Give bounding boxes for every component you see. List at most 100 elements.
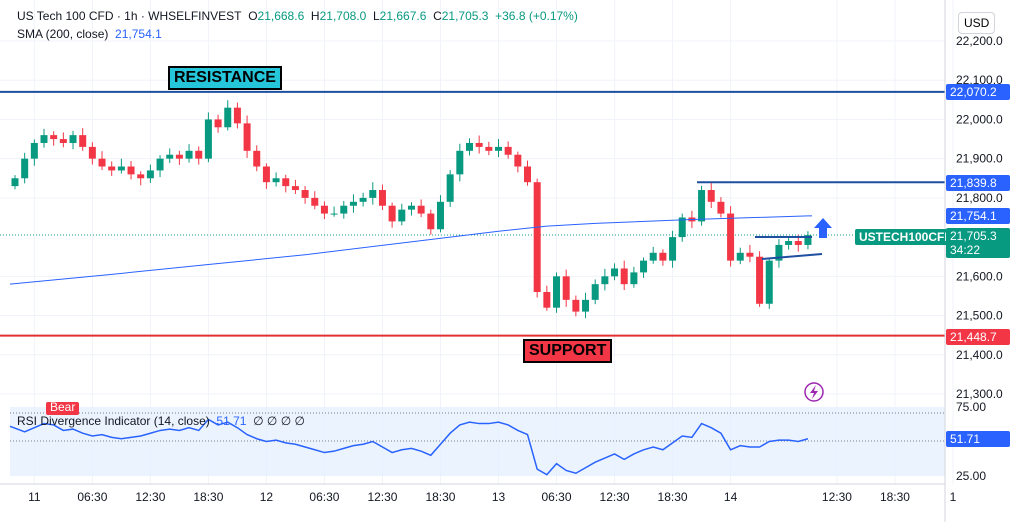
candles: [11, 100, 812, 319]
candle: [436, 201, 444, 230]
candle: [214, 119, 222, 128]
sma-label: SMA (200, close): [17, 27, 109, 41]
candle: [40, 135, 48, 143]
rsi-label: RSI Divergence Indicator (14, close): [17, 414, 210, 428]
candle: [736, 252, 744, 261]
lightning-icon[interactable]: [804, 382, 824, 402]
last-price: 21,705.3: [950, 229, 997, 243]
candle: [50, 135, 58, 140]
candle: [794, 241, 802, 245]
high-label: H: [310, 9, 320, 23]
resistance-label: RESISTANCE: [168, 66, 282, 90]
price-tick: 21,600.0: [956, 269, 1003, 283]
time-tick: 13: [492, 490, 506, 504]
candle: [572, 299, 580, 312]
close-label: C: [433, 9, 442, 23]
time-tick: 06:30: [542, 490, 572, 504]
candle: [98, 158, 106, 167]
symbol-tag: USTECH100CFD: [855, 229, 958, 245]
candle: [175, 154, 183, 159]
close-value: 21,705.3: [441, 9, 489, 23]
candle: [253, 150, 261, 167]
candle: [495, 146, 502, 151]
candle: [698, 190, 706, 222]
candle: [204, 119, 212, 159]
time-tick: 18:30: [425, 490, 455, 504]
candle: [630, 272, 638, 285]
sma-legend[interactable]: SMA (200, close) 21,754.1: [17, 27, 162, 41]
time-tick: 06:30: [77, 490, 107, 504]
rsi-line: [9, 418, 809, 476]
time-tick: 18:30: [880, 490, 910, 504]
time-tick: 12:30: [135, 490, 165, 504]
candle: [659, 252, 667, 261]
candle: [243, 123, 251, 151]
candle: [717, 201, 725, 214]
price-tick: 22,200.0: [956, 34, 1003, 48]
candle: [533, 182, 541, 293]
candle: [562, 276, 570, 300]
candle: [117, 166, 125, 171]
candle: [69, 135, 77, 143]
rsi-price-tag: 51.71: [946, 431, 1010, 447]
candle: [804, 235, 812, 245]
candle: [185, 150, 193, 159]
candle: [195, 150, 203, 159]
candle: [475, 142, 483, 147]
levels: [0, 90, 945, 337]
last-price-tag: 21,705.3 34:22: [946, 228, 1010, 258]
symbol-title: US Tech 100 CFD · 1h · WHSELFINVEST: [17, 9, 242, 23]
candle: [320, 205, 328, 214]
candle: [756, 256, 764, 304]
candle: [582, 299, 590, 312]
candle: [640, 260, 648, 273]
rsi-band: [10, 407, 945, 476]
candle: [591, 284, 599, 300]
candle: [765, 260, 773, 304]
candle: [311, 197, 319, 206]
currency-button[interactable]: USD: [958, 12, 996, 34]
candle: [359, 197, 367, 202]
change-value: +36.8 (+0.17%): [495, 9, 578, 23]
candle: [543, 292, 551, 308]
time-axis[interactable]: 11 06:30 12:30 18:30 12 06:30 12:30 18:30 13 06:3…: [28, 490, 957, 504]
price-tick: 21,500.0: [956, 309, 1003, 323]
time-tick: 11: [28, 490, 41, 504]
price-tick: 21,300.0: [956, 387, 1003, 401]
rsi-legend[interactable]: RSI Divergence Indicator (14, close) 51.…: [17, 414, 305, 428]
rsi-tick-25: 25.00: [956, 469, 986, 483]
candle: [291, 186, 299, 191]
countdown: 34:22: [950, 243, 981, 257]
resistance-price-tag: 22,070.2: [946, 84, 1010, 100]
candle: [398, 209, 406, 222]
price-axis[interactable]: 22,200.0 22,100.0 22,000.0 21,900.0 21,800.0…: [956, 34, 1003, 401]
time-tick: 12:30: [600, 490, 630, 504]
candle: [79, 135, 87, 147]
price-tick: 22,100.0: [956, 73, 1003, 87]
time-tick: 18:30: [658, 490, 688, 504]
price-tick: 21,400.0: [956, 348, 1003, 362]
candle: [707, 190, 715, 202]
candle: [417, 205, 425, 214]
open-label: O: [248, 9, 258, 23]
candle: [127, 166, 135, 175]
candle: [465, 142, 473, 151]
price-tick: 21,800.0: [956, 191, 1003, 205]
time-tick: 12:30: [367, 490, 397, 504]
triangle-pattern: [755, 218, 832, 260]
high-value: 21,708.0: [319, 9, 367, 23]
candle: [21, 158, 29, 179]
candle: [456, 150, 464, 175]
candle: [330, 213, 338, 215]
candle: [59, 139, 67, 143]
candle: [272, 178, 280, 183]
open-value: 21,668.6: [257, 9, 305, 23]
time-tick: 06:30: [309, 490, 339, 504]
support-label: SUPPORT: [523, 339, 613, 363]
candle: [146, 170, 154, 179]
candle: [775, 244, 783, 261]
time-tick: 18:30: [193, 490, 223, 504]
candle: [727, 213, 735, 261]
candle: [669, 237, 677, 261]
